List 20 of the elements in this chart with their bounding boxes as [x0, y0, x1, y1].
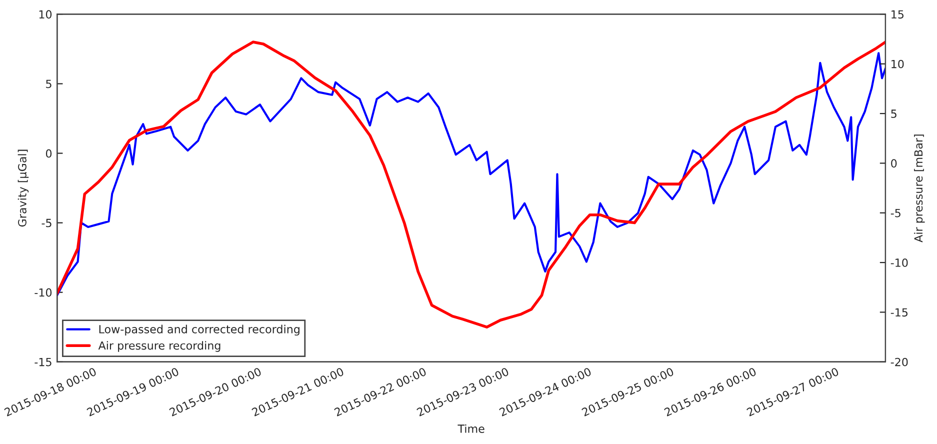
y2-tick-label: -10	[890, 258, 908, 267]
x-axis-title: Time	[458, 424, 484, 433]
y-tick-label: -10	[34, 288, 52, 297]
line-series	[57, 52, 886, 296]
y2-tick-label: -15	[890, 308, 908, 317]
y2-tick-label: 5	[891, 110, 896, 118]
y2-tick-label: 10	[892, 60, 904, 68]
y2-tick-label: 15	[892, 10, 904, 19]
y-tick-label: -5	[42, 218, 52, 228]
y-tick-label: 5	[46, 80, 52, 88]
legend-label: Low-passed and corrected recording	[99, 324, 300, 336]
y2-tick-label: 0	[891, 159, 897, 168]
y2-axis-title: Air pressure [mBar]	[914, 134, 925, 242]
y-tick-label: -15	[34, 358, 52, 366]
y-tick-label: 0	[46, 149, 52, 158]
legend-label: Air pressure recording	[98, 341, 220, 352]
y2-tick-label: -20	[890, 358, 908, 366]
y2-tick-label: -5	[890, 208, 900, 218]
y-tick-label: 10	[39, 10, 52, 19]
y-axis-title: Gravity [µGal]	[18, 150, 29, 227]
